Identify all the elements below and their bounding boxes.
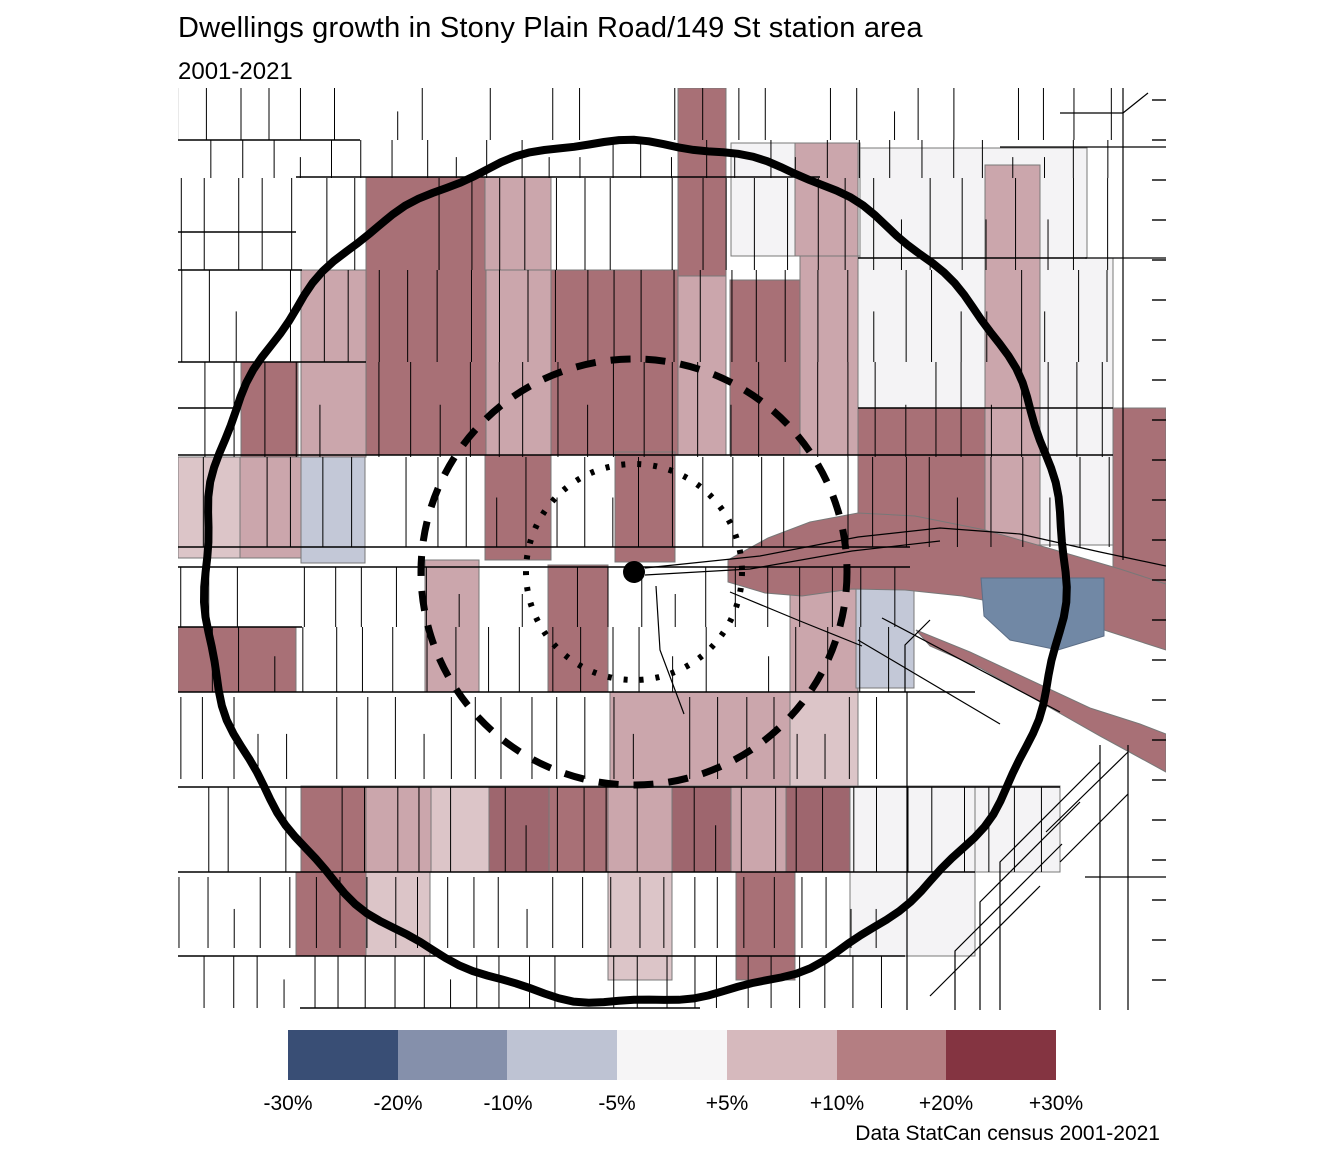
station-marker [623,561,645,583]
legend-swatch [507,1030,618,1080]
legend-swatch [617,1030,727,1080]
road-lines [178,139,1113,1009]
page-title: Dwellings growth in Stony Plain Road/149… [178,12,923,44]
legend-label: +10% [809,1092,865,1115]
legend-color-bar [288,1030,1057,1080]
legend-swatch [288,1030,398,1080]
legend-swatch [726,1030,837,1080]
legend-label: +5% [705,1092,749,1115]
legend-label: -20% [373,1092,423,1115]
map-edge-ticks [1152,99,1166,981]
page-subtitle: 2001-2021 [178,58,293,85]
legend-label: +30% [1028,1092,1084,1115]
radius-rings [199,135,1071,1007]
legend-label: -5% [598,1092,636,1115]
legend-swatch [397,1030,508,1080]
legend-swatch [946,1030,1057,1080]
legend-swatch [836,1030,947,1080]
street-polylines [644,88,1166,1010]
legend-label: +20% [918,1092,974,1115]
parcel-line-fabric [178,88,1112,1008]
legend-labels: -30% -20% -10% -5% +5% +10% +20% +30% [0,1092,1344,1118]
legend-label: -10% [483,1092,533,1115]
legend-label: -30% [263,1092,313,1115]
data-source-caption: Data StatCan census 2001-2021 [855,1122,1160,1145]
